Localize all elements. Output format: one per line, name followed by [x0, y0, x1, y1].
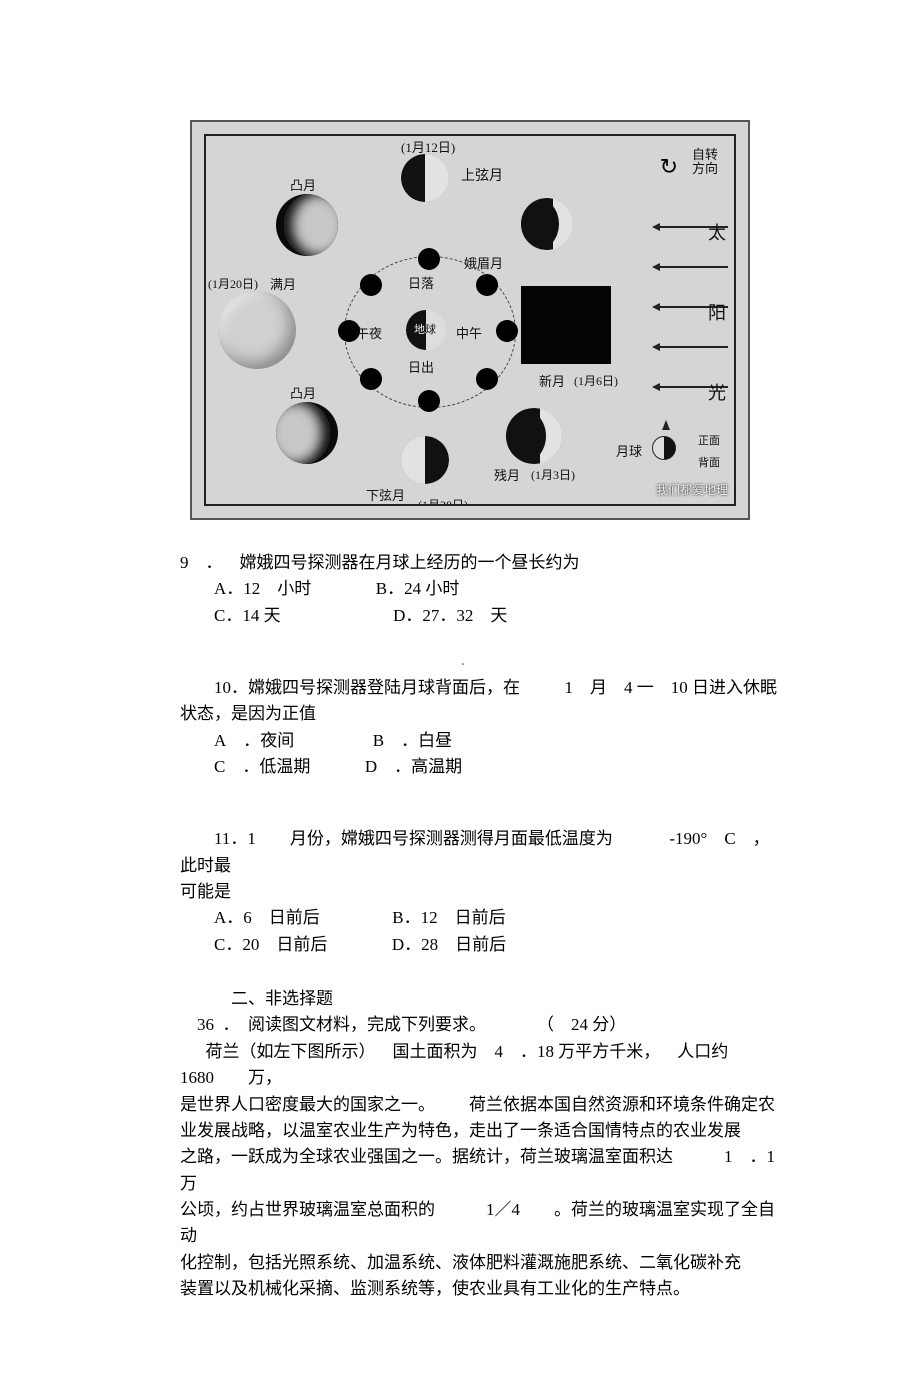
- q9-opt-b: B．24 小时: [376, 579, 460, 598]
- diagram-inner: (1月12日) 上弦月 ↻ 自转方向 凸月 娥眉月 (1月20日): [204, 134, 736, 506]
- question-11: 11．1 月份，嫦娥四号探测器测得月面最低温度为 -190° C ，此时最 可能…: [180, 826, 780, 958]
- label-sunset: 日落: [408, 274, 434, 294]
- phase-full-moon: [218, 291, 296, 369]
- label-full: 满月: [270, 275, 296, 295]
- q11-stem-line2: 可能是: [180, 879, 780, 905]
- phase-first-quarter: [401, 154, 449, 202]
- q10-stem-head: 10．嫦娥四号探测器登陆月球背面后，在: [214, 678, 520, 697]
- q10-opt-c: C ．低温期: [214, 757, 310, 776]
- q36-line-a: 荷兰（如左下图所示） 国土面积为 4 ．18 万平方千米， 人口约 1680 万…: [180, 1039, 780, 1092]
- q9-opt-d: D．27．32 天: [393, 606, 507, 625]
- sunlight-char-1: 太: [708, 220, 726, 248]
- label-rotation: 自转方向: [692, 148, 718, 177]
- q10-options-row1: A ．夜间 B ．白昼: [180, 728, 780, 754]
- label-first-quarter: 上弦月: [461, 166, 503, 188]
- q11-options-row2: C．20 日前后 D．28 日前后: [180, 932, 780, 958]
- sunlight-arrow-2: [658, 266, 728, 268]
- q10-options-row2: C ．低温期 D ．高温期: [180, 754, 780, 780]
- q10-stem-mid: 1 月 4 一 10 日进入休眠: [565, 678, 778, 697]
- phase-new-moon: [521, 286, 611, 364]
- rotation-arrow: ↻: [660, 150, 678, 184]
- label-waning-date: (1月3日): [531, 466, 575, 485]
- q11-stem-head: 11．1 月份，嫦娥四号探测器测得月面最低温度为: [214, 829, 613, 848]
- moon-phase-diagram: ． (1月12日) 上弦月 ↻ 自转方向 凸月 娥眉月: [190, 120, 750, 520]
- label-midnight: 午夜: [356, 324, 382, 344]
- q10-opt-d: D ．高温期: [365, 757, 462, 776]
- q9-options-row2: C．14 天 D．27．32 天: [180, 603, 780, 629]
- sunlight-char-3: 光: [708, 380, 726, 408]
- q36-line-d: 之路，一跃成为全球农业强国之一。据统计，荷兰玻璃温室面积达 1 ．1 万: [180, 1144, 780, 1197]
- phase-waxing-gibbous: [276, 194, 338, 256]
- phase-third-quarter: [401, 436, 449, 484]
- q10-stem-line1: 10．嫦娥四号探测器登陆月球背面后，在 1 月 4 一 10 日进入休眠: [180, 675, 780, 701]
- sunlight-arrow-4: [658, 346, 728, 348]
- section-2-heading: 二、非选择题: [180, 986, 780, 1012]
- moon-legend: [642, 424, 682, 474]
- question-9: 9 ． 嫦娥四号探测器在月球上经历的一个昼长约为 A．12 小时 B．24 小时…: [180, 550, 780, 629]
- q36-line-c: 业发展战略，以温室农业生产为特色，走出了一条适合国情特点的农业发展: [180, 1118, 780, 1144]
- q11-stem-line1: 11．1 月份，嫦娥四号探测器测得月面最低温度为 -190° C ，此时最: [180, 826, 780, 879]
- q11-options-row1: A．6 日前后 B．12 日前后: [180, 905, 780, 931]
- q36-line-b: 是世界人口密度最大的国家之一。 荷兰依据本国自然资源和环境条件确定农: [180, 1092, 780, 1118]
- q10-stem-line2: 状态，是因为正值: [180, 701, 780, 727]
- label-earth: 地球: [414, 322, 436, 339]
- label-front: 正面: [698, 433, 720, 450]
- label-new-moon: 新月: [539, 372, 565, 392]
- label-noon: 中午: [456, 324, 482, 344]
- q9-stem: 9 ． 嫦娥四号探测器在月球上经历的一个昼长约为: [180, 550, 780, 576]
- q36-head: 36 ． 阅读图文材料，完成下列要求。 （ 24 分）: [180, 1012, 780, 1038]
- phase-waxing-crescent: [521, 198, 573, 250]
- sunlight-char-2: 阳: [708, 300, 726, 328]
- label-waning: 残月: [494, 466, 520, 486]
- label-sunrise: 日出: [408, 358, 434, 378]
- earth-center-group: 日落 午夜 中午 日出 地球: [384, 296, 474, 366]
- q10-opt-a: A ．夜间: [214, 731, 294, 750]
- q9-opt-a: A．12 小时: [214, 579, 311, 598]
- label-bottom-date: (1月28日): [418, 496, 468, 506]
- label-moon-legend: 月球: [616, 442, 642, 462]
- q9-options-row1: A．12 小时 B．24 小时: [180, 576, 780, 602]
- watermark: 我们都爱地理: [656, 481, 728, 500]
- q11-opt-b: B．12 日前后: [392, 908, 505, 927]
- q9-opt-c: C．14 天: [214, 606, 281, 625]
- q36-line-e: 公顷，约占世界玻璃温室总面积的 1／4 。荷兰的玻璃温室实现了全自动: [180, 1197, 780, 1250]
- q36-line-f: 化控制，包括光照系统、加温系统、液体肥料灌溉施肥系统、二氧化碳补充: [180, 1250, 780, 1276]
- page-dot: ．: [460, 652, 472, 671]
- label-back: 背面: [698, 455, 720, 472]
- label-new-date: (1月6日): [574, 372, 618, 391]
- question-10: 10．嫦娥四号探测器登陆月球背面后，在 1 月 4 一 10 日进入休眠 状态，…: [180, 675, 780, 780]
- q11-opt-c: C．20 日前后: [214, 935, 327, 954]
- phase-waning-gibbous: [276, 402, 338, 464]
- label-third-q: 下弦月: [366, 486, 405, 506]
- q36-line-g: 装置以及机械化采摘、监测系统等，使农业具有工业化的生产特点。: [180, 1276, 780, 1302]
- q11-opt-d: D．28 日前后: [392, 935, 506, 954]
- q10-opt-b: B ．白昼: [373, 731, 452, 750]
- phase-waning-crescent: [506, 408, 562, 464]
- q11-opt-a: A．6 日前后: [214, 908, 320, 927]
